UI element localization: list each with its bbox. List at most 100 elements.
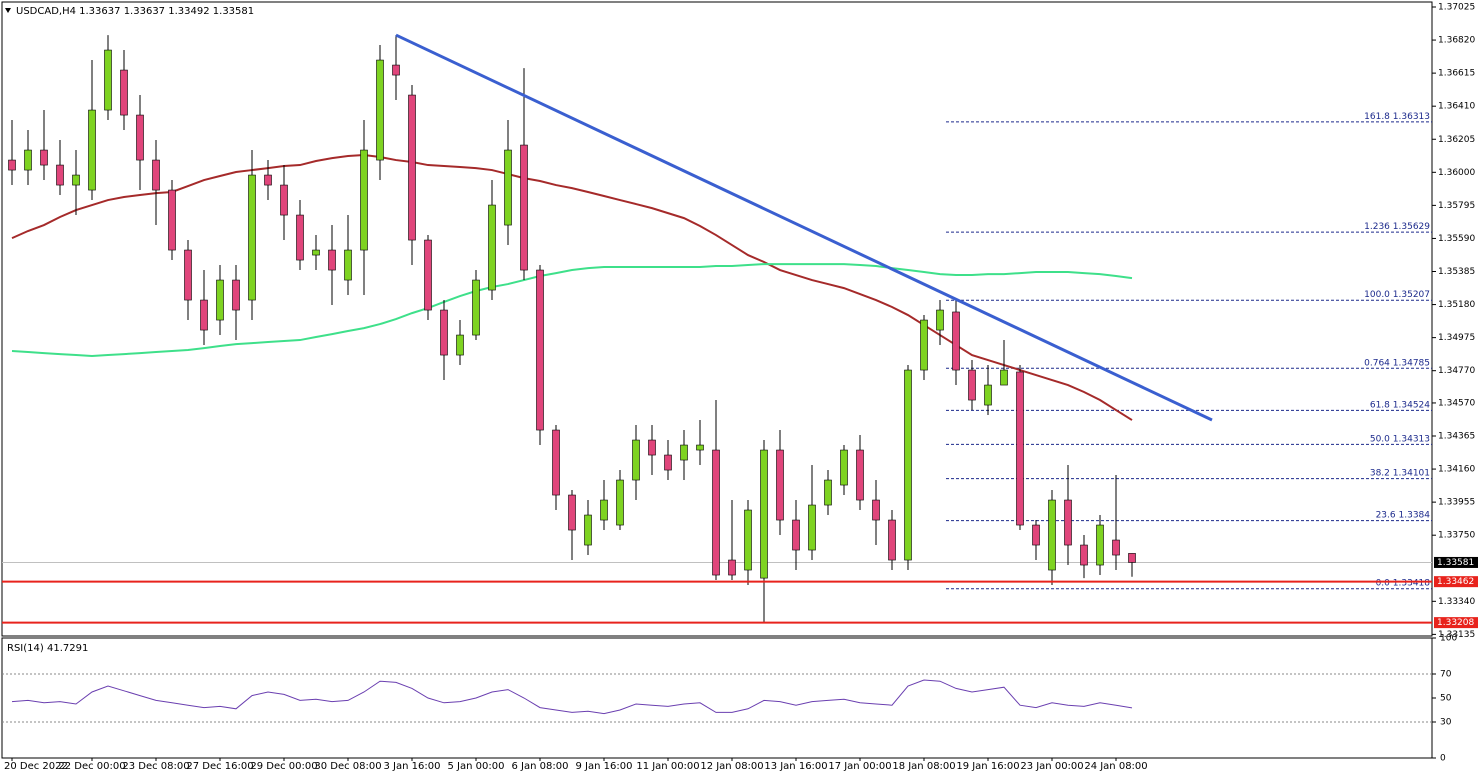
fib-ratio: 100.0	[1364, 290, 1390, 300]
candle-body	[1016, 371, 1024, 526]
candle-body	[1112, 539, 1120, 556]
candle-body	[632, 439, 640, 481]
x-tick-label: 20 Dec 2022	[4, 761, 68, 772]
y-tick-label: 1.36820	[1438, 36, 1475, 46]
moving-average	[11, 263, 1133, 358]
candle-body	[248, 174, 256, 301]
candle-body	[184, 249, 192, 301]
fib-price: 1.3384	[1399, 510, 1431, 520]
candle-body	[424, 239, 432, 311]
candle-body	[440, 309, 448, 356]
level-label: 1.33462	[1437, 577, 1474, 587]
candle-body	[824, 479, 832, 506]
y-tick-label: 1.35180	[1438, 300, 1475, 310]
header: USDCAD,H4 1.33637 1.33637 1.33492 1.3358…	[16, 6, 254, 17]
candle-body	[296, 214, 304, 261]
candle-body	[888, 519, 896, 561]
fib-label: 0.0 1.33418	[1376, 578, 1431, 588]
candle-body	[360, 149, 368, 251]
candle-body	[472, 279, 480, 336]
menu-arrow	[5, 8, 11, 13]
level-box	[1434, 617, 1478, 629]
rsi-tick-label: 30	[1440, 718, 1452, 728]
level-label: 1.33208	[1437, 618, 1474, 628]
fib-ratio: 38.2	[1370, 468, 1390, 478]
y-tick-label: 1.36615	[1438, 69, 1475, 79]
fib-price: 1.34101	[1393, 468, 1430, 478]
candle-body	[344, 249, 352, 281]
x-tick-label: 18 Jan 08:00	[892, 761, 955, 772]
candle-body	[1032, 524, 1040, 546]
candle-body	[840, 449, 848, 486]
fib-ratio: 61.8	[1370, 400, 1390, 410]
fib-price: 1.34524	[1393, 400, 1430, 410]
y-tick-label: 1.34365	[1438, 432, 1475, 442]
rsi-tick-label: 0	[1440, 754, 1446, 764]
fib-label: 61.8 1.34524	[1370, 400, 1430, 410]
fib-price: 1.34313	[1393, 434, 1430, 444]
candle-body	[216, 279, 224, 321]
candle-body	[808, 504, 816, 551]
fib-label: 0.764 1.34785	[1364, 358, 1430, 368]
fib-ratio: 23.6	[1376, 510, 1396, 520]
candle-body	[712, 449, 720, 576]
x-tick-label: 17 Jan 00:00	[828, 761, 891, 772]
candle-body	[952, 311, 960, 371]
x-tick-label: 30 Dec 08:00	[314, 761, 381, 772]
candle-body	[312, 249, 320, 256]
moving-average	[11, 154, 1133, 421]
y-tick-label: 1.33955	[1438, 498, 1475, 508]
x-tick-label: 9 Jan 16:00	[576, 761, 633, 772]
candle-body	[392, 64, 400, 76]
y-tick-label: 1.34975	[1438, 333, 1475, 343]
fib-ratio: 50.0	[1370, 434, 1390, 444]
y-tick-label: 1.35795	[1438, 201, 1475, 211]
candle-body	[904, 369, 912, 561]
candle-body	[456, 334, 464, 356]
candle-body	[680, 444, 688, 461]
candle-body	[568, 494, 576, 531]
candle-body	[616, 479, 624, 526]
y-tick-label: 1.33135	[1438, 630, 1475, 640]
rsi-line	[11, 679, 1133, 715]
high: 1.33637	[124, 6, 165, 17]
level-box	[1434, 576, 1478, 588]
rsi-header: RSI(14) 41.7291	[7, 643, 88, 654]
candle-body	[8, 159, 16, 171]
candle-body	[936, 309, 944, 331]
y-tick-label: 1.34160	[1438, 465, 1475, 475]
candle-body	[376, 59, 384, 161]
candle-body	[1064, 499, 1072, 546]
fib-ratio: 0.0	[1376, 578, 1391, 588]
y-tick-label: 1.37025	[1438, 2, 1475, 12]
fib-ratio: 161.8	[1364, 111, 1390, 121]
symbol: USDCAD,H4	[16, 6, 76, 17]
y-tick-label: 1.33340	[1438, 597, 1475, 607]
candle-body	[136, 114, 144, 161]
low: 1.33492	[168, 6, 209, 17]
rsi-value: 41.7291	[47, 643, 88, 654]
fib-price: 1.35207	[1393, 290, 1430, 300]
fib-label: 23.6 1.3384	[1376, 510, 1431, 520]
candle-body	[760, 449, 768, 579]
price-label: 1.33581	[1437, 558, 1474, 568]
x-tick-label: 12 Jan 08:00	[700, 761, 763, 772]
candle-body	[504, 149, 512, 226]
candle-body	[664, 454, 672, 471]
y-tick-label: 1.33750	[1438, 531, 1475, 541]
x-tick-label: 5 Jan 00:00	[448, 761, 505, 772]
candle-body	[1128, 553, 1136, 563]
candle-body	[152, 159, 160, 191]
candle-body	[56, 164, 64, 186]
candle-body	[264, 174, 272, 186]
rsi-tick-label: 70	[1440, 670, 1452, 680]
candle-body	[168, 189, 176, 251]
candle-body	[1096, 524, 1104, 566]
candle-body	[1048, 499, 1056, 571]
x-tick-label: 13 Jan 16:00	[764, 761, 827, 772]
main-panel	[1, 1, 1433, 637]
candle-body	[920, 319, 928, 371]
x-tick-label: 27 Dec 16:00	[186, 761, 253, 772]
price-box	[1434, 556, 1478, 568]
